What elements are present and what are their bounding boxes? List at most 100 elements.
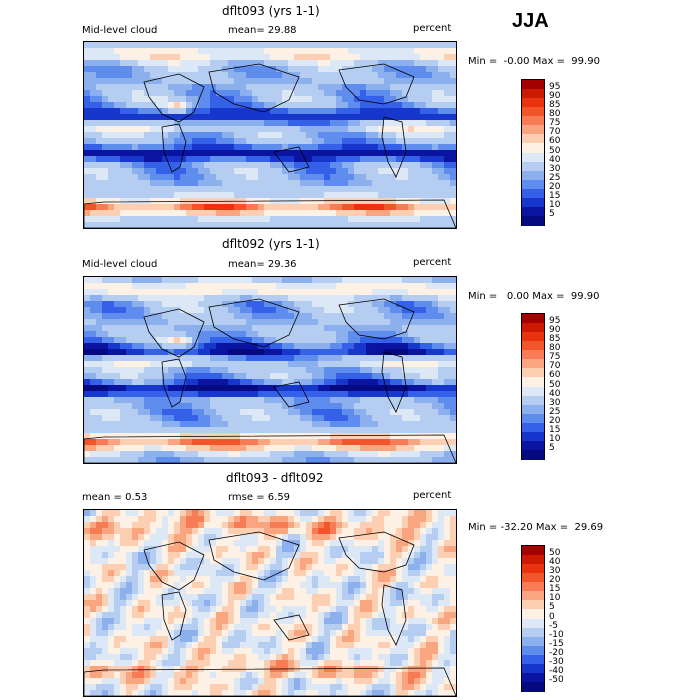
field-cell <box>318 198 325 205</box>
field-cell <box>330 343 337 350</box>
field-cell <box>84 60 91 67</box>
field-cell <box>210 373 217 380</box>
field-cell <box>396 307 403 314</box>
field-cell <box>348 600 355 607</box>
field-cell <box>312 174 319 181</box>
field-cell <box>186 361 193 368</box>
field-cell <box>396 606 403 613</box>
field-cell <box>180 373 187 380</box>
field-cell <box>384 325 391 332</box>
field-cell <box>402 114 409 121</box>
field-cell <box>156 192 163 199</box>
field-cell <box>336 367 343 374</box>
field-cell <box>114 42 121 49</box>
field-cell <box>378 192 385 199</box>
field-cell <box>378 361 385 368</box>
field-cell <box>282 162 289 169</box>
field-cell <box>294 222 301 228</box>
field-cell <box>294 295 301 302</box>
field-cell <box>312 558 319 565</box>
colorbar-band <box>522 89 544 99</box>
field-cell <box>84 558 91 565</box>
colorbar-band <box>522 413 544 424</box>
field-cell <box>372 415 379 422</box>
field-cell <box>450 168 456 175</box>
field-cell <box>252 313 259 320</box>
field-cell <box>342 72 349 79</box>
field-cell <box>144 415 151 422</box>
field-cell <box>264 445 271 452</box>
field-cell <box>336 132 343 139</box>
field-cell <box>258 612 265 619</box>
field-cell <box>414 403 421 410</box>
field-cell <box>108 594 115 601</box>
field-cell <box>294 576 301 583</box>
field-cell <box>354 162 361 169</box>
field-cell <box>246 204 253 211</box>
field-cell <box>108 48 115 55</box>
field-cell <box>264 379 271 386</box>
field-cell <box>306 319 313 326</box>
field-cell <box>240 445 247 452</box>
field-cell <box>162 289 169 296</box>
field-cell <box>210 343 217 350</box>
field-cell <box>240 451 247 458</box>
field-cell <box>420 283 427 290</box>
field-cell <box>420 78 427 85</box>
field-cell <box>246 120 253 127</box>
field-cell <box>156 451 163 458</box>
field-cell <box>168 96 175 103</box>
field-cell <box>240 540 247 547</box>
field-cell <box>192 90 199 97</box>
colorbar-band <box>522 80 544 90</box>
field-cell <box>300 78 307 85</box>
field-cell <box>150 126 157 133</box>
field-cell <box>198 582 205 589</box>
field-cell <box>348 457 355 463</box>
field-cell <box>150 379 157 386</box>
field-cell <box>186 42 193 49</box>
field-cell <box>150 120 157 127</box>
field-cell <box>114 415 121 422</box>
field-cell <box>366 72 373 79</box>
field-cell <box>198 126 205 133</box>
field-cell <box>288 289 295 296</box>
field-cell <box>96 522 103 529</box>
field-cell <box>300 66 307 73</box>
field-cell <box>198 186 205 193</box>
field-cell <box>432 445 439 452</box>
field-cell <box>432 343 439 350</box>
field-cell <box>204 90 211 97</box>
field-cell <box>228 96 235 103</box>
field-cell <box>330 283 337 290</box>
field-cell <box>372 510 379 517</box>
field-cell <box>252 570 259 577</box>
field-cell <box>90 540 97 547</box>
field-cell <box>330 108 337 115</box>
field-cell <box>402 576 409 583</box>
field-cell <box>408 174 415 181</box>
field-cell <box>120 301 127 308</box>
field-cell <box>390 180 397 187</box>
field-cell <box>150 457 157 463</box>
field-cell <box>342 156 349 163</box>
field-cell <box>258 361 265 368</box>
field-cell <box>210 301 217 308</box>
field-cell <box>204 192 211 199</box>
field-cell <box>354 204 361 211</box>
field-cell <box>234 540 241 547</box>
field-cell <box>204 84 211 91</box>
field-cell <box>180 162 187 169</box>
field-cell <box>432 457 439 463</box>
field-cell <box>288 120 295 127</box>
field-cell <box>240 216 247 223</box>
field-cell <box>330 331 337 338</box>
field-cell <box>444 606 451 613</box>
field-cell <box>330 582 337 589</box>
field-cell <box>108 174 115 181</box>
field-cell <box>432 319 439 326</box>
field-cell <box>402 319 409 326</box>
field-cell <box>432 289 439 296</box>
field-cell <box>198 564 205 571</box>
field-cell <box>228 66 235 73</box>
